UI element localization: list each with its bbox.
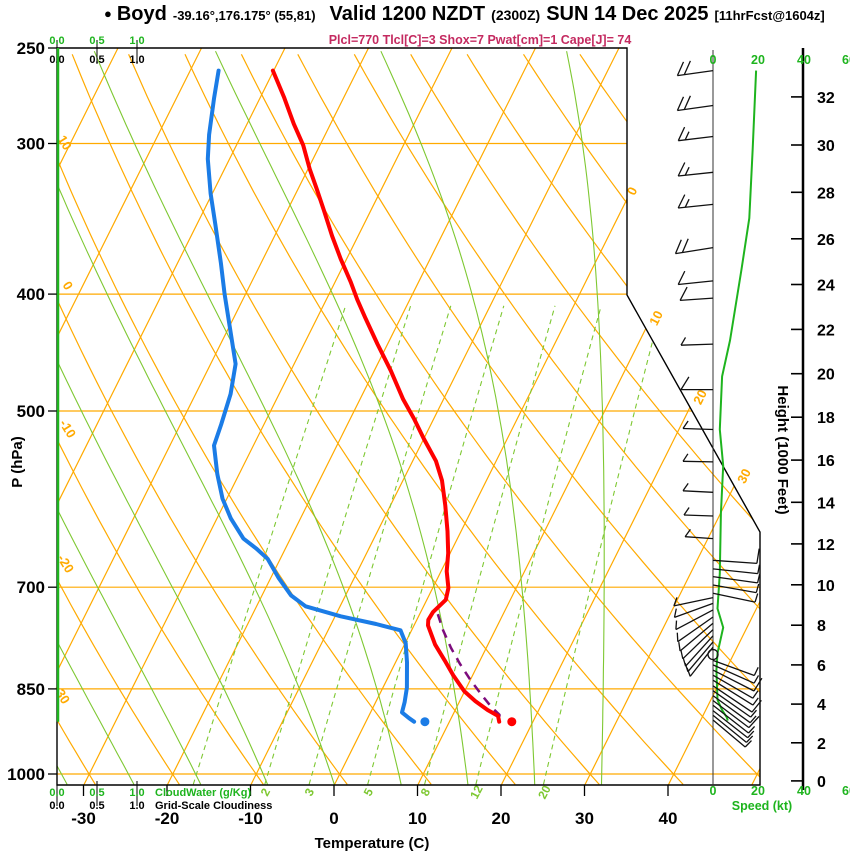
- calm-wind-circle-icon: [707, 648, 719, 661]
- temperature-axis-title: Temperature (C): [315, 835, 430, 852]
- cloudwater-axis-title: CloudWater (g/Kg): [155, 787, 251, 799]
- cloudwater-bottom-tick: 0.5: [89, 787, 104, 799]
- station-name: Boyd: [116, 3, 167, 25]
- speed-top-tick: 0: [710, 53, 717, 67]
- speed-top-tick: 60: [842, 53, 850, 67]
- pressure-axis: 250 300 400 500 700 850 1000 P (hPa): [7, 39, 57, 784]
- mixing-ratio-label: 12: [467, 783, 486, 802]
- cloudiness-bottom-tick: 0.5: [89, 800, 104, 812]
- forecast-info: [11hrFcst@1604z]: [714, 8, 825, 23]
- temperature-tick-label: -30: [71, 809, 96, 828]
- dry-adiabat-label: -30: [50, 683, 73, 707]
- temperature-curve: [270, 68, 502, 724]
- height-axis-title: Height (1000 Feet): [774, 385, 791, 514]
- isotherm-label: 30: [734, 466, 754, 486]
- isotherm-label: 0: [624, 184, 641, 197]
- pressure-tick-label: 700: [17, 578, 45, 597]
- height-tick-label: 2: [817, 736, 826, 753]
- pressure-tick-label: 400: [17, 285, 45, 304]
- station-marker-icon: ●: [104, 6, 112, 21]
- isotherm-label: 10: [646, 308, 666, 328]
- temperature-tick-label: 30: [575, 809, 594, 828]
- height-tick-label: 20: [817, 367, 835, 384]
- speed-bottom-tick: 0: [710, 784, 717, 798]
- chart-title: ● Boyd -39.16°,176.175° (55,81) Valid 12…: [104, 3, 844, 26]
- height-tick-label: 4: [817, 697, 826, 714]
- cloudiness-axis-title: Grid-Scale Cloudiness: [155, 800, 272, 812]
- height-tick-label: 26: [817, 232, 835, 249]
- sounding-parameters: Plcl=770 Tlcl[C]=3 Shox=7 Pwat[cm]=1 Cap…: [328, 33, 632, 47]
- speed-top-tick: 40: [797, 53, 811, 67]
- height-tick-label: 0: [817, 774, 826, 791]
- pressure-tick-label: 300: [17, 135, 45, 154]
- temperature-tick-label: -10: [238, 809, 263, 828]
- isotherm-label: 20: [690, 387, 710, 407]
- temperature-tick-label: -20: [155, 809, 180, 828]
- height-tick-label: 32: [817, 90, 835, 107]
- temperature-axis: -30 -20 -10 0 10 20 30 40 Temperature (C): [71, 785, 677, 852]
- valid-time: Valid 1200 NZDT: [329, 3, 486, 25]
- pressure-tick-label: 250: [17, 39, 45, 58]
- temperature-tick-label: 40: [659, 809, 678, 828]
- height-tick-label: 8: [817, 618, 826, 635]
- speed-top-tick: 20: [751, 53, 765, 67]
- mixing-ratio-label: 3: [302, 786, 318, 799]
- valid-utc: (2300Z): [491, 7, 541, 23]
- cloudiness-top-tick: 0.5: [89, 54, 104, 66]
- surface-dewpoint-dot: [420, 717, 430, 727]
- speed-bottom-tick: 40: [797, 784, 811, 798]
- station-coords: -39.16°,176.175° (55,81): [172, 8, 316, 23]
- dry-adiabat-label: 10: [55, 133, 75, 153]
- temperature-tick-label: 20: [492, 809, 511, 828]
- cloudwater-bottom-tick: 0.0: [49, 787, 64, 799]
- parcel-path-curve: [436, 613, 502, 721]
- height-tick-label: 16: [817, 453, 835, 470]
- cloudiness-bottom-tick: 1.0: [129, 800, 144, 812]
- speed-axis-title: Speed (kt): [732, 799, 792, 813]
- dry-adiabat-label: -10: [56, 417, 79, 441]
- cloudiness-top-tick: 1.0: [129, 54, 144, 66]
- temperature-tick-label: 10: [408, 809, 427, 828]
- pressure-tick-label: 850: [17, 680, 45, 699]
- cloudwater-top-tick: 1.0: [129, 35, 144, 47]
- dry-adiabat-label: 0: [60, 279, 77, 293]
- cloudwater-bottom-tick: 1.0: [129, 787, 144, 799]
- temperature-tick-label: 0: [329, 809, 338, 828]
- height-tick-label: 30: [817, 138, 835, 155]
- cloudwater-scales: 0.00.00.00.00.50.50.50.51.01.01.01.0Clou…: [49, 35, 272, 812]
- height-tick-label: 10: [817, 578, 835, 595]
- valid-date: SUN 14 Dec 2025: [546, 3, 709, 25]
- surface-temperature-dot: [507, 717, 517, 727]
- height-tick-label: 12: [817, 537, 835, 554]
- mixing-ratio-label: 8: [418, 786, 434, 799]
- cloudwater-top-tick: 0.5: [89, 35, 104, 47]
- mixing-ratio-label: 20: [535, 783, 554, 802]
- cloudiness-bottom-tick: 0.0: [49, 800, 64, 812]
- height-tick-label: 14: [817, 495, 835, 512]
- pressure-axis-title: P (hPa): [9, 436, 26, 487]
- mixing-ratio-label: 5: [361, 786, 377, 799]
- pressure-tick-label: 500: [17, 402, 45, 421]
- wind-barbs: [673, 60, 763, 748]
- speed-bottom-tick: 60: [842, 784, 850, 798]
- pressure-tick-label: 1000: [7, 765, 45, 784]
- height-tick-label: 6: [817, 658, 826, 675]
- speed-bottom-tick: 20: [751, 784, 765, 798]
- height-tick-label: 22: [817, 322, 835, 339]
- height-tick-label: 18: [817, 410, 835, 427]
- height-tick-label: 28: [817, 185, 835, 202]
- cloudwater-top-tick: 0.0: [49, 35, 64, 47]
- dewpoint-curve: [205, 68, 417, 724]
- mixing-ratio-label: 2: [258, 786, 274, 799]
- height-tick-label: 24: [817, 278, 835, 295]
- wind-speed-profile: [715, 70, 758, 721]
